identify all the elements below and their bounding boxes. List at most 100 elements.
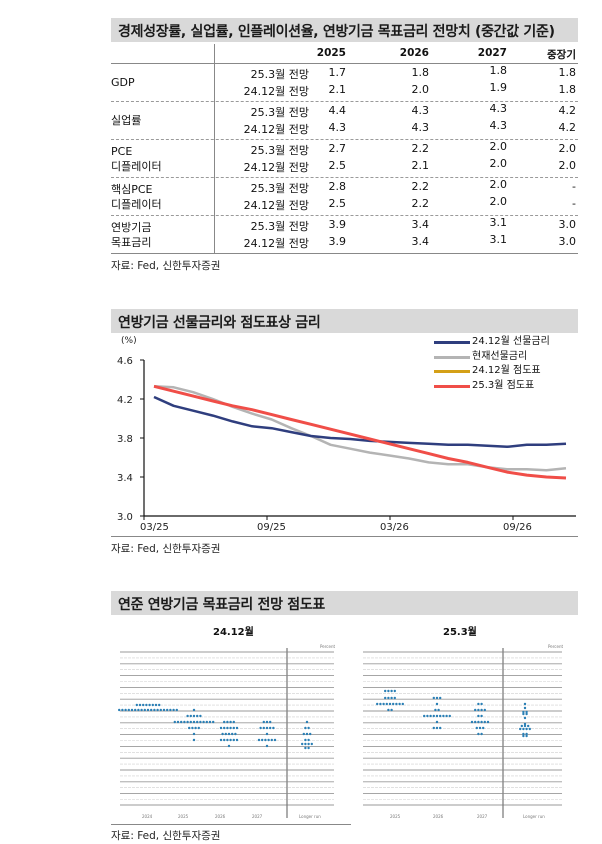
percent-label: Percent — [548, 644, 563, 649]
row-label: 24.12월 전망 — [243, 85, 309, 98]
dot-divider — [111, 824, 351, 825]
line-chart-divider — [111, 536, 578, 537]
y-tick-label: 3.0 — [117, 512, 133, 523]
cell-value: - — [572, 197, 576, 210]
cell-value: 4.2 — [558, 104, 577, 117]
group-name: 실업률 — [111, 113, 141, 128]
y-tick-label: 4.2 — [117, 395, 133, 406]
cell-value: - — [572, 180, 576, 193]
cell-value: 2.1 — [328, 83, 347, 96]
group-name-line1: 핵심PCE — [111, 183, 153, 196]
cell-value: 2.2 — [411, 180, 430, 193]
group-name-line2: 목표금리 — [111, 236, 152, 249]
table-group: 연방기금 목표금리 25.3월 전망 3.9 3.4 3.1 3.0 24.12월 전망 3.9… — [111, 216, 578, 254]
legend-item: 25.3월 점도표 — [434, 379, 550, 394]
row-label: 24.12월 전망 — [243, 123, 309, 136]
group-name-line1: 연방기금 — [111, 221, 152, 234]
cell-value: 1.7 — [328, 66, 347, 79]
dotplot-right-title: 25.3월 — [443, 627, 477, 638]
table-row: 25.3월 전망 4.4 4.3 4.3 4.2 — [111, 102, 578, 122]
col-2027: 2027 — [477, 47, 507, 59]
dotplot-x-label: 2025 — [178, 814, 189, 819]
x-tick-label: 03/25 — [140, 522, 169, 533]
legend-swatch — [434, 370, 470, 373]
cell-value: 4.4 — [328, 104, 347, 117]
dotplot-x-label: 2027 — [477, 814, 488, 819]
dotplot-x-label: 2026 — [215, 814, 226, 819]
group-name-line1: GDP — [111, 76, 135, 89]
cell-value: 3.0 — [558, 218, 577, 231]
series-line — [153, 384, 567, 480]
line-section-title: 연방기금 선물금리와 점도표상 금리 — [111, 309, 578, 333]
cell-value: 3.4 — [411, 235, 430, 248]
series-line — [153, 395, 567, 449]
table-row: 24.12월 전망 2.1 2.0 1.9 1.8 — [111, 81, 578, 101]
cell-value: 2.0 — [411, 83, 430, 96]
row-label: 25.3월 전망 — [250, 144, 309, 157]
legend-label: 25.3월 점도표 — [472, 379, 535, 391]
legend-label: 24.12월 선물금리 — [472, 336, 550, 347]
dotplot-x-label: 2027 — [252, 814, 263, 819]
y-tick-label: 4.6 — [117, 356, 133, 367]
cell-value: 2.1 — [411, 159, 430, 172]
legend-swatch — [434, 384, 470, 388]
dot-source: 자료: Fed, 신한투자증권 — [111, 830, 221, 842]
cell-value: 2.5 — [328, 159, 347, 172]
legend-item: 24.12월 점도표 — [434, 364, 550, 379]
dot-section-title: 연준 연방기금 목표금리 전망 점도표 — [111, 591, 578, 615]
dotplot-x-label: 2024 — [142, 814, 153, 819]
row-label: 24.12월 전망 — [243, 237, 309, 250]
dotplot-mar25: Percent 2025 2026 2027 Longer run — [363, 644, 563, 819]
legend-item: 현재선물금리 — [434, 350, 550, 365]
col-2025: 2025 — [316, 47, 346, 59]
line-source: 자료: Fed, 신한투자증권 — [111, 543, 221, 555]
cell-value: 3.9 — [328, 235, 347, 248]
line-chart-svg: (%) 4.6 4.2 3.8 3.4 3.0 03/25 09/25 03/26 09/26 — [117, 336, 576, 533]
y-tick-label: 3.8 — [117, 434, 133, 445]
table-group: PCE 디플레이터 25.3월 전망 2.7 2.2 2.0 2.0 24.12월 전망 2.5… — [111, 140, 578, 178]
cell-value: 3.1 — [489, 233, 508, 246]
table-divider — [214, 44, 215, 254]
cell-value: 3.4 — [411, 218, 430, 231]
table-source: 자료: Fed, 신한투자증권 — [111, 260, 221, 272]
dotplot-x-label: 2026 — [433, 814, 444, 819]
group-name-line1: 실업률 — [111, 114, 142, 127]
table-group: GDP 25.3월 전망 1.7 1.8 1.8 1.8 24.12월 전망 2.1 2.0 1.… — [111, 64, 578, 102]
cell-value: 2.2 — [411, 197, 430, 210]
cell-value: 2.5 — [328, 197, 347, 210]
legend-item: 24.12월 선물금리 — [434, 335, 550, 350]
dotplot-x-label: Longer run — [523, 814, 545, 819]
cell-value: 3.9 — [328, 218, 347, 231]
col-2026: 2026 — [399, 47, 429, 59]
group-name: GDP — [111, 75, 135, 90]
cell-value: 4.3 — [411, 104, 430, 117]
cell-value: 3.1 — [489, 216, 508, 229]
cell-value: 1.8 — [489, 64, 508, 77]
cell-value: 2.0 — [489, 195, 508, 208]
dotplot-left-title: 24.12월 — [213, 627, 254, 638]
cell-value: 1.8 — [411, 66, 430, 79]
y-unit-label: (%) — [121, 336, 137, 346]
cell-value: 1.8 — [558, 83, 577, 96]
dotplot-dec24: Percent 2024 2025 2026 2027 Longer run — [118, 644, 335, 819]
percent-label: Percent — [320, 644, 335, 649]
group-name-line2: 디플레이터 — [111, 198, 162, 211]
dotplot-x-label: Longer run — [299, 814, 321, 819]
cell-value: 2.8 — [328, 180, 347, 193]
x-tick-label: 09/25 — [257, 522, 286, 533]
row-label: 24.12월 전망 — [243, 161, 309, 174]
cell-value: 4.3 — [489, 102, 508, 115]
table-row: 25.3월 전망 3.9 3.4 3.1 3.0 — [111, 216, 578, 236]
cell-value: 2.0 — [489, 157, 508, 170]
cell-value: 4.3 — [411, 121, 430, 134]
row-label: 25.3월 전망 — [250, 106, 309, 119]
group-name-line2: 디플레이터 — [111, 160, 162, 173]
futures-line-chart: (%) 4.6 4.2 3.8 3.4 3.0 03/25 09/25 03/26 09/26 2… — [111, 330, 578, 536]
row-label: 24.12월 전망 — [243, 199, 309, 212]
legend-label: 24.12월 점도표 — [472, 365, 541, 376]
cell-value: 2.0 — [489, 140, 508, 153]
table-section-title: 경제성장률, 실업률, 인플레이션율, 연방기금 목표금리 전망치 (중간값 기… — [111, 18, 578, 42]
group-name: PCE 디플레이터 — [111, 144, 162, 174]
